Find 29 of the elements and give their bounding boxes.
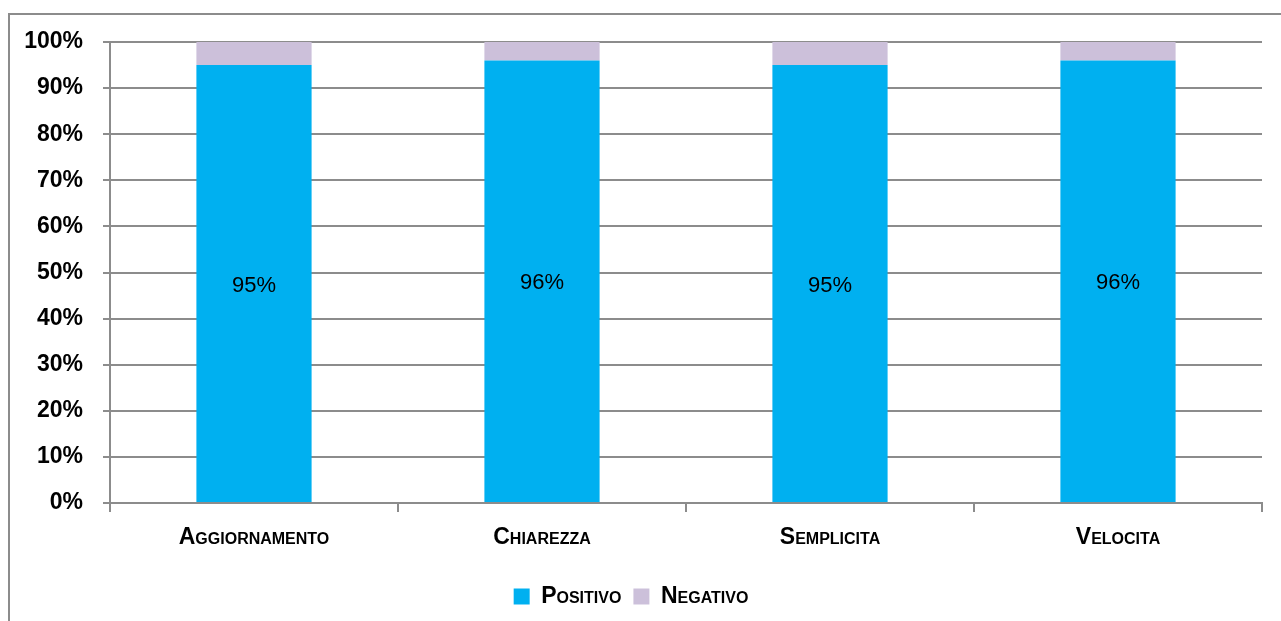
y-tick-label: 100% (24, 27, 83, 54)
y-tick-label: 20% (36, 396, 83, 423)
x-tick-label: Semplicita (779, 523, 881, 550)
data-label: 95% (231, 271, 277, 297)
y-tick-label: 90% (36, 73, 83, 100)
y-tick-label: 0% (49, 488, 83, 515)
bar (484, 42, 600, 61)
y-tick-label: 40% (36, 303, 83, 330)
legend-label: Negativo (660, 581, 749, 608)
bar (196, 65, 312, 502)
bar (772, 65, 888, 502)
x-tick-label: Velocita (1075, 523, 1161, 550)
y-tick-label: 60% (36, 211, 83, 238)
y-tick-label: 50% (36, 257, 83, 284)
data-label: 95% (807, 271, 853, 297)
data-label: 96% (519, 269, 565, 295)
bar (1060, 42, 1176, 61)
x-tick-label: Aggiornamento (178, 523, 330, 550)
data-label: 96% (1095, 269, 1141, 295)
y-tick-label: 70% (36, 165, 83, 192)
bar (484, 60, 600, 502)
bar (772, 42, 888, 66)
y-tick-label: 80% (36, 119, 83, 146)
bar (1060, 60, 1176, 502)
y-tick-label: 30% (36, 350, 83, 377)
y-tick-label: 10% (36, 442, 83, 469)
legend-label: Positivo (541, 581, 622, 608)
bar (196, 42, 312, 66)
x-tick-label: Chiarezza (493, 523, 592, 550)
